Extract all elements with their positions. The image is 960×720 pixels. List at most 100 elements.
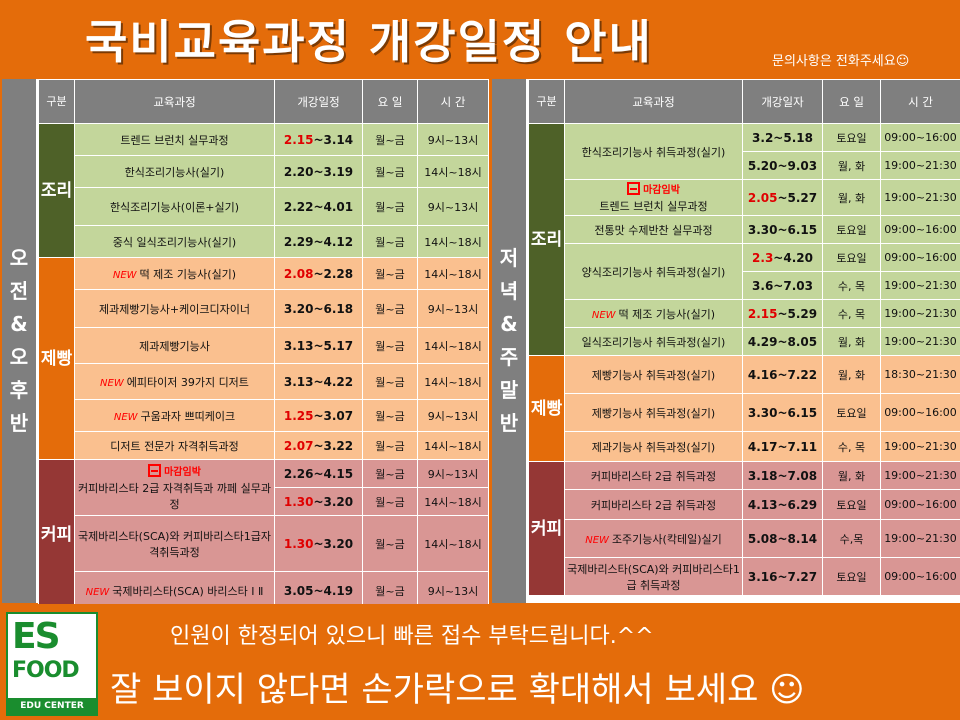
side-char: & [10, 312, 28, 336]
course-cell: 중식 일식조리기능사(실기) [74, 225, 275, 258]
side-char: 오 [9, 345, 29, 369]
time-cell: 19:00~21:30 [880, 431, 960, 462]
new-badge: NEW [100, 377, 124, 389]
start-date: 4.17 [747, 439, 778, 454]
end-date: ~4.12 [313, 234, 354, 249]
side-char: 반 [9, 411, 29, 435]
date-cell: 2.3~4.20 [742, 243, 823, 272]
course-cell: 제과제빵기능사+케이크디자이너 [74, 289, 275, 328]
side-char: & [500, 312, 518, 336]
date-cell: 4.16~7.22 [742, 355, 823, 394]
end-date: ~3.19 [313, 164, 354, 179]
course-name: 제빵기능사 취득과정(실기) [591, 406, 716, 420]
course-cell: NEW 에피타이저 39가지 디저트 [74, 363, 275, 400]
end-date: ~3.20 [313, 536, 354, 551]
time-cell: 19:00~21:30 [880, 271, 960, 300]
end-date: ~4.22 [313, 374, 354, 389]
day-cell: 월, 화 [822, 461, 881, 490]
day-cell: 월~금 [362, 431, 418, 460]
time-cell: 14시~18시 [417, 257, 489, 290]
course-cell: 커피바리스타 2급 취득과정 [564, 461, 743, 490]
daytime-schedule-panel: 오 전 & 오 후 반 구분 교육과정 개강일정 요 일 시 간 조리 트렌드 … [2, 79, 489, 610]
course-cell: 마감임박 트렌드 브런치 실무과정 [564, 179, 743, 216]
day-cell: 월, 화 [822, 179, 881, 216]
course-cell: 전통맛 수제반찬 실무과정 [564, 215, 743, 244]
date-cell: 3.2~5.18 [742, 123, 823, 152]
col-header-course: 교육과정 [74, 79, 275, 124]
time-cell: 14시~18시 [417, 155, 489, 188]
time-cell: 9시~13시 [417, 187, 489, 226]
table-header-row: 구분 교육과정 개강일정 요 일 시 간 [38, 79, 489, 124]
date-cell: 1.25~3.07 [274, 399, 363, 432]
end-date: ~5.17 [313, 338, 354, 353]
table-row: 한식조리기능사(이론+실기) 2.22~4.01 월~금 9시~13시 [38, 187, 489, 226]
table-row: NEW 떡 제조 기능사(실기) 2.15~5.29 수, 목 19:00~21:… [528, 299, 960, 328]
start-date: 4.13 [747, 497, 778, 512]
footer: ES FOOD EDU CENTER 인원이 한정되어 있으니 빠른 접수 부탁… [0, 604, 960, 720]
zoom-notice: 잘 보이지 않다면 손가락으로 확대해서 보세요 ☺ [110, 670, 805, 710]
end-date: ~4.20 [773, 250, 813, 265]
closing-soon-label: 마감임박 [643, 185, 680, 196]
day-cell: 토요일 [822, 489, 881, 520]
col-header-course: 교육과정 [564, 79, 743, 124]
end-date: ~3.14 [313, 132, 354, 147]
table-row: 중식 일식조리기능사(실기) 2.29~4.12 월~금 14시~18시 [38, 225, 489, 258]
day-cell: 수, 목 [822, 271, 881, 300]
course-cell: NEW 떡 제조 기능사(실기) [564, 299, 743, 328]
date-cell: 1.30~3.20 [274, 515, 363, 572]
side-char: 녁 [499, 279, 519, 303]
side-label-evening: 저 녁 & 주 말 반 [492, 79, 526, 603]
end-date: ~7.22 [777, 367, 818, 382]
start-date: 3.05 [283, 583, 314, 598]
date-cell: 3.05~4.19 [274, 571, 363, 610]
day-cell: 토요일 [822, 123, 881, 152]
table-row: 제과제빵기능사 3.13~5.17 월~금 14시~18시 [38, 327, 489, 364]
evening-weekend-schedule-panel: 저 녁 & 주 말 반 구분 교육과정 개강일자 요 일 시 간 조리 한식조리… [492, 79, 960, 603]
closing-soon-label: 마감임박 [164, 467, 201, 478]
col-header-start: 개강일정 [274, 79, 363, 124]
day-cell: 월~금 [362, 487, 418, 516]
course-cell: 한식조리기능사(실기) [74, 155, 275, 188]
date-cell: 3.30~6.15 [742, 393, 823, 432]
end-date: ~3.07 [313, 408, 354, 423]
end-date: ~4.15 [313, 466, 354, 481]
course-name: 한식조리기능사(실기) [124, 165, 225, 179]
category-cooking: 조리 [528, 123, 565, 356]
end-date: ~4.01 [313, 199, 354, 214]
side-label-daytime: 오 전 & 오 후 반 [2, 79, 36, 603]
date-cell: 2.26~4.15 [274, 459, 363, 488]
end-date: ~6.18 [313, 301, 354, 316]
start-date: 2.07 [283, 438, 314, 453]
day-cell: 토요일 [822, 393, 881, 432]
category-label: 제빵 [40, 348, 73, 369]
date-cell: 4.13~6.29 [742, 489, 823, 520]
table-row: 마감임박 트렌드 브런치 실무과정 2.05~5.27 월, 화 19:00~2… [528, 179, 960, 216]
start-date: 2.3 [752, 250, 774, 265]
end-date: ~8.05 [777, 334, 818, 349]
course-cell: 디저트 전문가 자격취득과정 [74, 431, 275, 460]
date-cell: 2.22~4.01 [274, 187, 363, 226]
end-date: ~7.27 [777, 569, 818, 584]
table-row: 전통맛 수제반찬 실무과정 3.30~6.15 토요일 09:00~16:00 [528, 215, 960, 244]
date-cell: 3.18~7.08 [742, 461, 823, 490]
start-date: 3.16 [747, 569, 778, 584]
table-row: 국제바리스타(SCA)와 커피바리스타1급자격취득과정 1.30~3.20 월~… [38, 515, 489, 572]
date-cell: 3.16~7.27 [742, 557, 823, 596]
col-header-day: 요 일 [362, 79, 418, 124]
closing-soon-icon [627, 182, 641, 195]
course-cell: 제빵기능사 취득과정(실기) [564, 355, 743, 394]
course-cell: 제빵기능사 취득과정(실기) [564, 393, 743, 432]
day-cell: 월, 화 [822, 355, 881, 394]
table-row: 제빵기능사 취득과정(실기) 3.30~6.15 토요일 09:00~16:00 [528, 393, 960, 432]
end-date: ~7.03 [773, 278, 813, 293]
start-date: 2.26 [283, 466, 314, 481]
end-date: ~2.28 [313, 266, 354, 281]
course-name: 제과제빵기능사 [139, 339, 210, 353]
side-char: 저 [499, 246, 519, 270]
col-header-category: 구분 [38, 79, 75, 124]
start-date: 2.20 [283, 164, 314, 179]
time-cell: 09:00~16:00 [880, 123, 960, 152]
new-badge: NEW [585, 534, 609, 546]
limited-seats-notice: 인원이 한정되어 있으니 빠른 접수 부탁드립니다.^^ [170, 624, 654, 649]
course-name: 커피바리스타 2급 취득과정 [590, 498, 717, 512]
